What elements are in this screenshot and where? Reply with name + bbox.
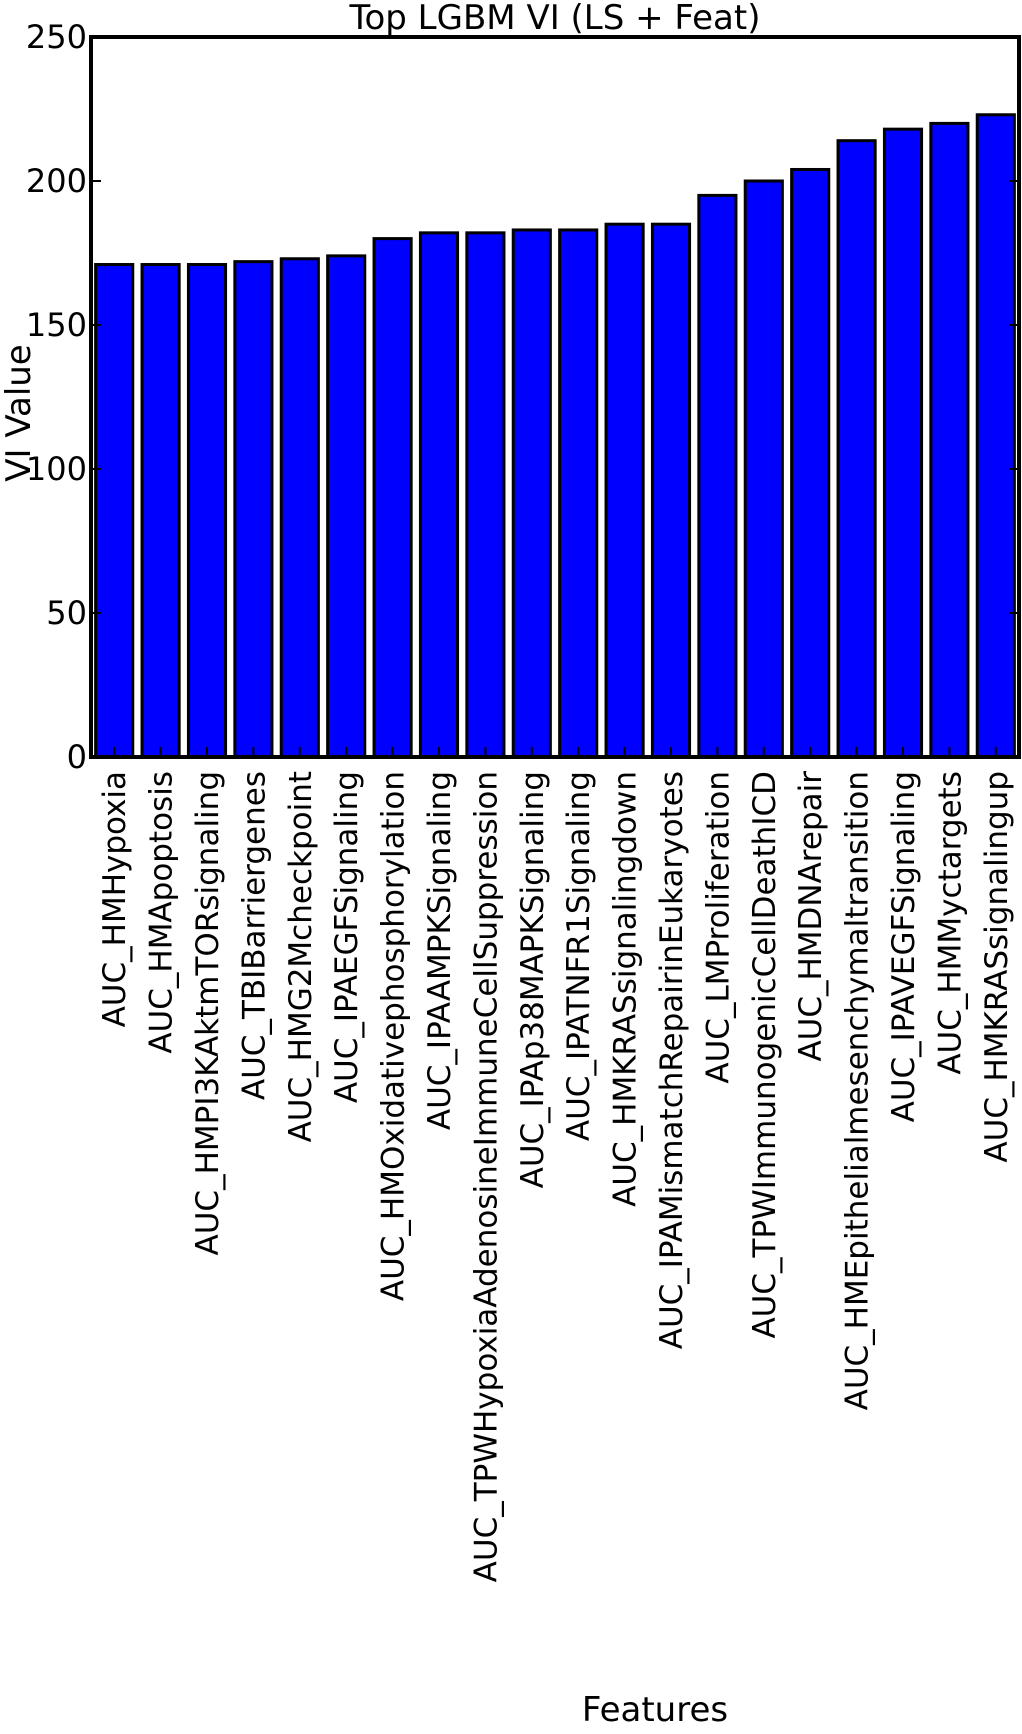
x-tick-label: AUC_TPWImmunogenicCellDeathICD <box>747 771 783 1339</box>
y-axis-ticks: 0 50 100 150 200 250 <box>26 18 1019 776</box>
x-tick-label: AUC_TPWHypoxiaAdenosineImmuneCellSuppres… <box>468 771 504 1582</box>
x-tick-label: AUC_IPAVEGFSignaling <box>886 771 922 1122</box>
bar-AUC_HMKRASsignalingdown <box>604 222 645 759</box>
x-tick-label: AUC_IPAAMPKSignaling <box>422 771 458 1130</box>
x-tick-label: AUC_IPATNFR1Signaling <box>561 771 597 1141</box>
bar-AUC_HMApoptosis <box>140 263 181 759</box>
x-tick-label: AUC_HMMyctargets <box>932 771 968 1075</box>
y-tick-label: 100 <box>26 450 87 488</box>
bar-AUC_IPAp38MAPKSignaling <box>511 228 552 759</box>
x-tick-label: AUC_IPAp38MAPKSignaling <box>515 771 551 1188</box>
chart-title: Top LGBM VI (LS + Feat) <box>349 0 761 38</box>
x-tick-label: AUC_IPAEGFSignaling <box>329 771 365 1103</box>
bar-AUC_IPATNFR1Signaling <box>558 228 599 759</box>
x-tick-label: AUC_HMPI3KAktmTORsignaling <box>190 771 226 1255</box>
bar-AUC_HMPI3KAktmTORsignaling <box>186 263 228 759</box>
y-tick-label: 250 <box>26 18 87 56</box>
x-tick-label: AUC_HMApoptosis <box>144 771 180 1054</box>
y-tick-label: 50 <box>46 594 87 632</box>
x-tick-label: AUC_TBIBarriergenes <box>236 771 272 1100</box>
bars-group <box>94 113 1016 759</box>
x-tick-label: AUC_HMG2Mcheckpoint <box>283 771 319 1142</box>
bar-AUC_HMHypoxia <box>94 263 135 759</box>
bar-AUC_TPWHypoxiaAdenosineImmuneCellSuppression <box>465 231 506 759</box>
y-axis-label: VI Value <box>0 344 39 481</box>
bar-AUC_HMG2Mcheckpoint <box>279 257 320 759</box>
bar-AUC_LMProliferation <box>697 193 738 759</box>
bar-AUC_HMEpithelialmesenchymaltransition <box>836 139 877 759</box>
bar-AUC_IPAEGFSignaling <box>326 254 367 759</box>
x-tick-label: AUC_IPAMismatchRepairinEukaryotes <box>654 771 690 1349</box>
x-tick-label: AUC_HMHypoxia <box>97 771 133 1027</box>
bar-AUC_IPAVEGFSignaling <box>882 127 924 759</box>
bar-AUC_IPAAMPKSignaling <box>418 231 460 759</box>
bar-AUC_IPAMismatchRepairinEukaryotes <box>650 222 692 759</box>
bar-AUC_TBIBarriergenes <box>233 260 274 759</box>
x-axis-label: Features <box>582 1690 728 1730</box>
plot-frame <box>89 35 1021 759</box>
x-tick-label: AUC_HMDNArepair <box>793 771 829 1062</box>
x-tick-label: AUC_LMProliferation <box>700 771 736 1084</box>
y-tick-label: 0 <box>67 738 87 776</box>
bar-AUC_TPWImmunogenicCellDeathICD <box>743 179 784 759</box>
bar-AUC_HMDNArepair <box>790 167 831 759</box>
x-tick-label: AUC_HMKRASsignalingup <box>979 771 1015 1163</box>
bar-AUC_HMMyctargets <box>929 121 970 759</box>
y-tick-label: 200 <box>26 162 87 200</box>
y-tick-label: 150 <box>26 306 87 344</box>
x-axis-ticks: AUC_HMHypoxia AUC_HMApoptosis AUC_HMPI3KAk… <box>97 747 1015 1582</box>
x-tick-label: AUC_HMEpithelialmesenchymaltransition <box>840 771 876 1410</box>
bar-AUC_HMOxidativephosphorylation <box>372 237 413 759</box>
bar-AUC_HMKRASsignalingup <box>975 113 1016 759</box>
x-tick-label: AUC_HMOxidativephosphorylation <box>376 771 412 1301</box>
x-tick-label: AUC_HMKRASsignalingdown <box>608 771 644 1207</box>
